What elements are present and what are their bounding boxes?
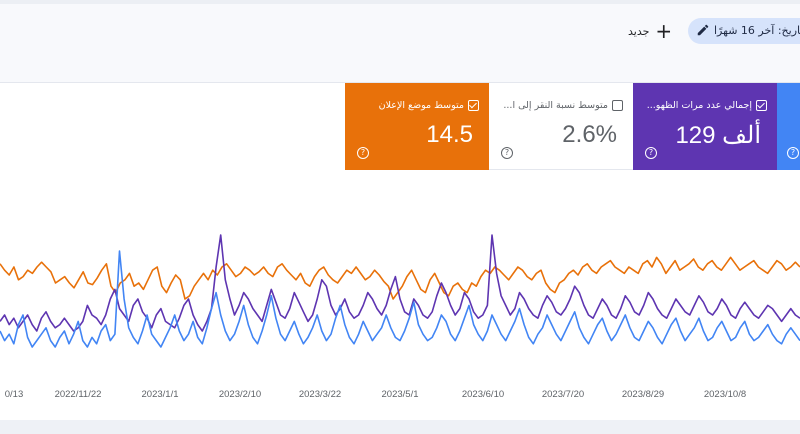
bottom-strip	[0, 420, 800, 434]
toolbar-strip	[0, 0, 800, 4]
x-tick-label: 0/13	[4, 389, 24, 400]
help-icon[interactable]: ?	[501, 147, 513, 159]
card-header: متوسط نسبة النقر إلى ا...	[503, 100, 623, 111]
help-icon[interactable]: ?	[787, 147, 799, 159]
pencil-icon	[697, 24, 709, 36]
date-filter-label: التاريخ: آخر 16 شهرًا	[714, 24, 800, 37]
performance-line-chart	[0, 234, 800, 348]
avg-position-label: متوسط موضع الإعلان	[378, 100, 464, 111]
x-tick-label: 2022/11/22	[54, 389, 102, 400]
new-filter-button[interactable]: جديد +	[628, 20, 672, 42]
new-label: جديد	[628, 24, 650, 38]
series-line-1	[0, 234, 800, 332]
x-tick-label: 2023/7/20	[541, 389, 585, 400]
avg-position-value: 14.5	[426, 121, 473, 148]
x-tick-label: 2023/6/10	[461, 389, 505, 400]
help-icon[interactable]: ?	[357, 147, 369, 159]
card-header: متوسط موضع الإعلان	[379, 100, 479, 111]
metric-card-total-impressions[interactable]: إجمالي عدد مرات الظهو... 129 ألف ?	[633, 83, 777, 170]
x-tick-label: 2023/1/1	[141, 389, 179, 400]
checkbox-checked-icon[interactable]	[468, 100, 479, 111]
plus-icon: +	[655, 19, 673, 43]
x-tick-label: 2023/2/10	[218, 389, 262, 400]
date-filter-chip[interactable]: التاريخ: آخر 16 شهرًا	[688, 18, 800, 44]
x-tick-label: 2023/10/8	[703, 389, 747, 400]
series-line-0	[0, 256, 800, 300]
avg-ctr-label: متوسط نسبة النقر إلى ا...	[503, 100, 608, 111]
top-toolbar: التاريخ: آخر 16 شهرًا جديد +	[0, 0, 800, 83]
help-icon[interactable]: ?	[645, 147, 657, 159]
checkbox-checked-icon[interactable]	[756, 100, 767, 111]
checkbox-unchecked-icon[interactable]	[612, 100, 623, 111]
metric-card-avg-position[interactable]: متوسط موضع الإعلان 14.5 ?	[345, 83, 489, 170]
metric-card-clicks[interactable]: ?	[777, 83, 800, 170]
metric-card-avg-ctr[interactable]: متوسط نسبة النقر إلى ا... 2.6% ?	[489, 83, 633, 170]
x-tick-label: 2023/8/29	[621, 389, 665, 400]
impressions-value: 129 ألف	[675, 122, 761, 149]
series-line-2	[0, 250, 800, 348]
avg-ctr-value: 2.6%	[562, 121, 617, 148]
impressions-label: إجمالي عدد مرات الظهو...	[646, 100, 752, 111]
x-tick-label: 2023/5/1	[381, 389, 419, 400]
x-tick-label: 2023/3/22	[298, 389, 342, 400]
card-header: إجمالي عدد مرات الظهو...	[647, 100, 767, 111]
